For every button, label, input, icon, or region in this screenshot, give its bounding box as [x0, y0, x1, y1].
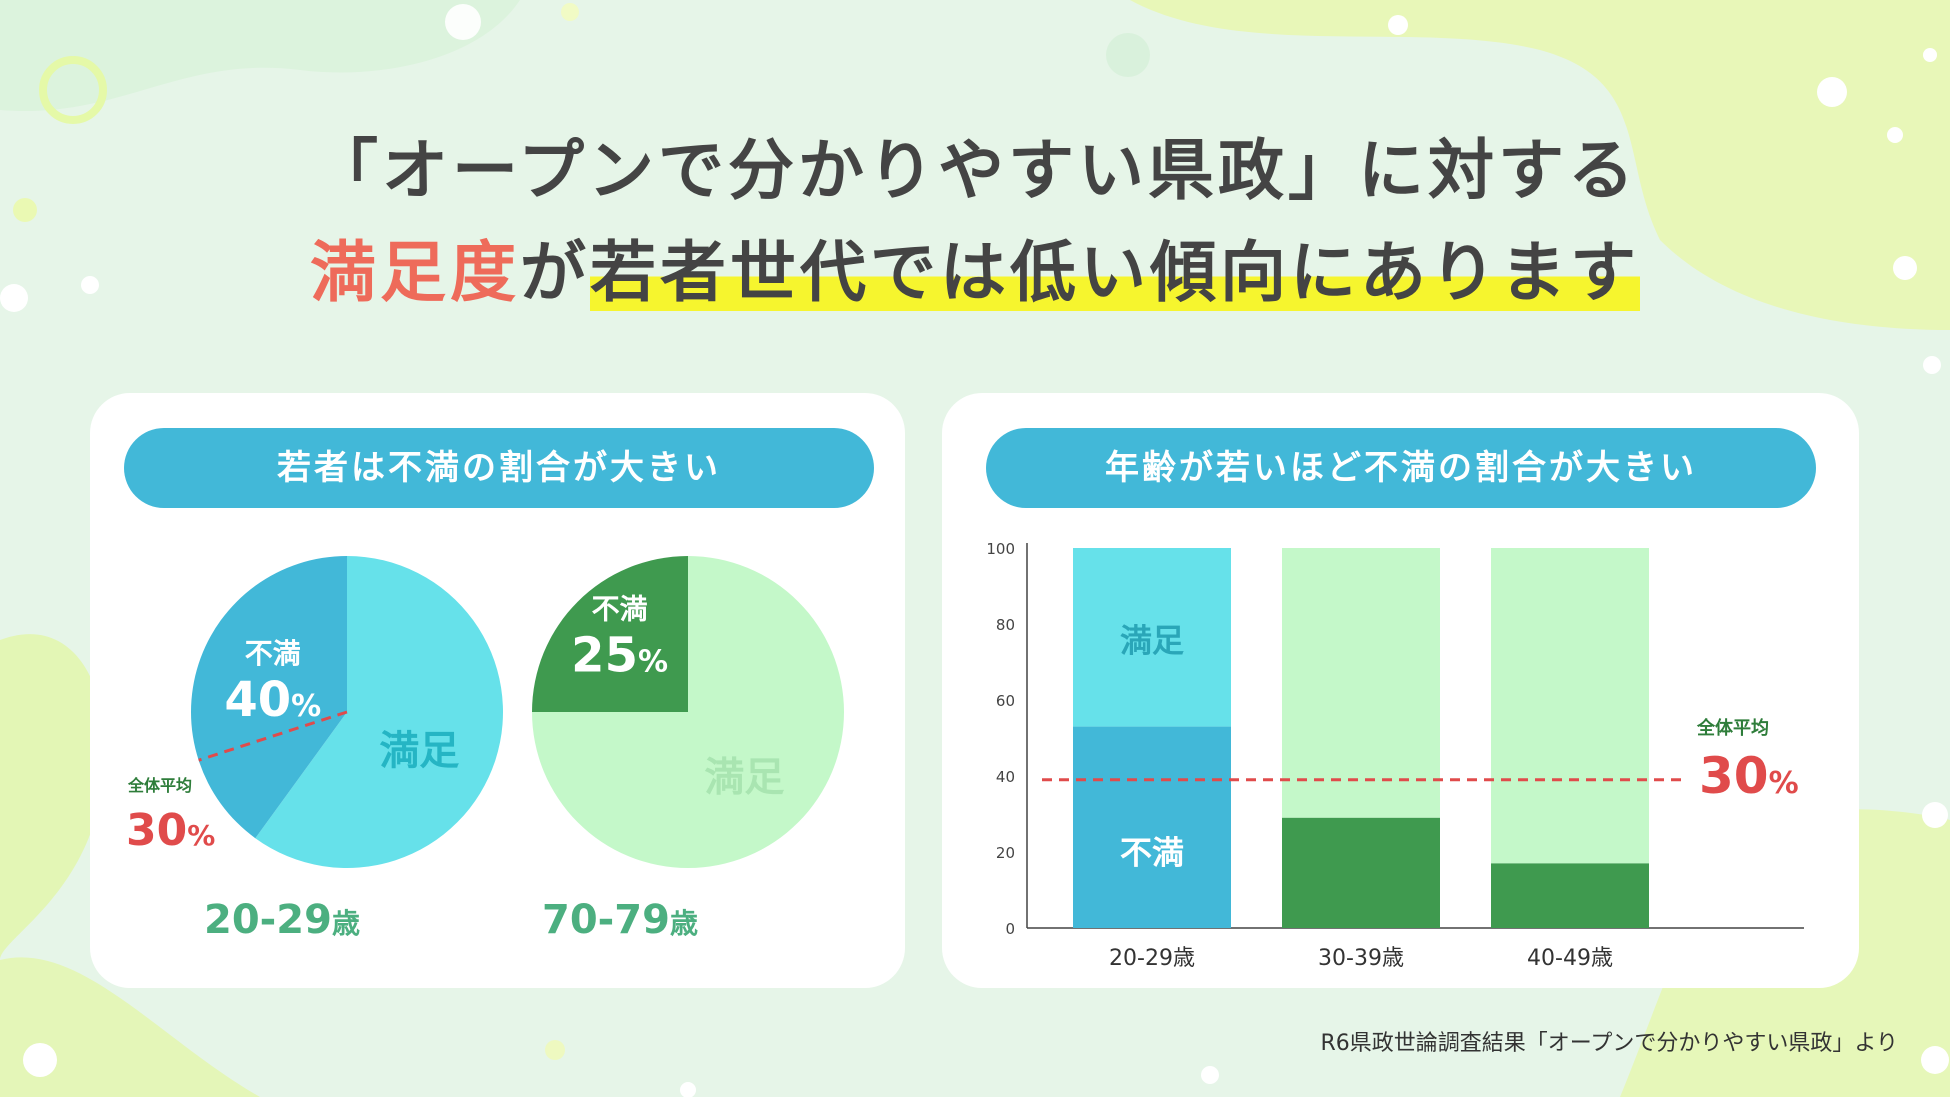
pie-2-dissatisfied-value: 25%	[571, 628, 668, 684]
pie-comparison-card: 若者は不満の割合が大きい 不満 40% 満足 不満 25% 満足 全体平均 30% 20…	[90, 393, 905, 988]
pie-card-title: 若者は不満の割合が大きい	[124, 428, 874, 508]
bar-comparison-card: 年齢が若いほど不満の割合が大きい 0 20 40 60 80 100 20-29歳 30-39…	[942, 393, 1859, 988]
bar-average-label: 全体平均	[1696, 717, 1769, 739]
x-tick-label: 20-29歳	[1109, 946, 1195, 971]
y-tick-label: 0	[1005, 920, 1015, 938]
headline-highlight: 若者世代では低い傾向にあります	[590, 234, 1640, 311]
y-tick-label: 80	[996, 616, 1015, 634]
pie-1-age-label: 20-29歳	[204, 897, 360, 943]
pie-2-age-label: 70-79歳	[542, 897, 698, 943]
bar-2-satisfied	[1282, 548, 1440, 818]
pie-2-dissatisfied-label: 不満	[592, 593, 648, 626]
bar-3-dissatisfied	[1491, 863, 1649, 928]
bar-1-dissatisfied	[1073, 726, 1231, 928]
y-tick-label: 100	[986, 540, 1015, 558]
pie-1-dissatisfied-label: 不満	[245, 637, 301, 670]
bar-satisfied-label: 満足	[1120, 621, 1184, 659]
bar-average-value: 30%	[1699, 747, 1799, 805]
bar-2-dissatisfied	[1282, 817, 1440, 928]
pie-1-dissatisfied-slice	[190, 556, 347, 839]
headline-emphasis: 満足度	[310, 234, 520, 311]
source-note: R6県政世論調査結果「オープンで分かりやすい県政」より	[1320, 1031, 1898, 1056]
y-tick-label: 60	[996, 692, 1015, 710]
headline-particle: が	[520, 234, 590, 311]
x-tick-label: 30-39歳	[1318, 946, 1404, 971]
y-tick-label: 40	[996, 768, 1015, 786]
pie-average-line	[198, 710, 348, 762]
headline-line-2: 満足度が若者世代では低い傾向にあります	[0, 234, 1950, 311]
headline-line-1: 「オープンで分かりやすい県政」に対する	[311, 132, 1639, 209]
y-tick-label: 20	[996, 844, 1015, 862]
bar-dissatisfied-label: 不満	[1120, 833, 1184, 871]
pie-2-satisfied-label: 満足	[704, 754, 784, 800]
pie-2-dissatisfied-slice	[532, 556, 688, 712]
x-tick-label: 40-49歳	[1527, 946, 1613, 971]
pie-average-value: 30%	[126, 805, 215, 856]
bar-1-satisfied	[1073, 548, 1231, 727]
pie-average-label: 全体平均	[127, 776, 192, 795]
pie-1-satisfied-label: 満足	[379, 728, 459, 774]
pie-1-dissatisfied-value: 40%	[224, 672, 321, 728]
pie-1-satisfied-slice	[255, 556, 503, 868]
bar-card-title: 年齢が若いほど不満の割合が大きい	[986, 428, 1816, 508]
bar-3-satisfied	[1491, 548, 1649, 864]
bar-axes: 0 20 40 60 80 100 20-29歳 30-39歳 40-49歳	[986, 540, 1804, 971]
